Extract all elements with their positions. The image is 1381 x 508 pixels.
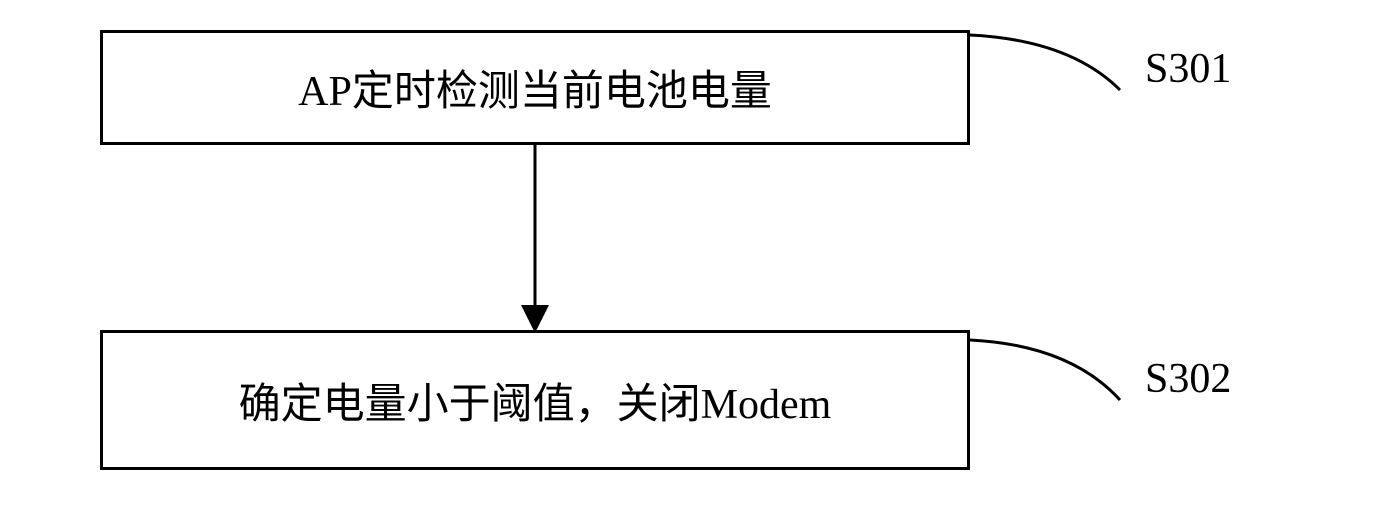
flowchart-arrow xyxy=(515,145,555,335)
flowchart-step-s302: 确定电量小于阈值，关闭Modem xyxy=(100,330,970,470)
step-label-s302: S302 xyxy=(1145,355,1231,403)
step-label-s301: S301 xyxy=(1145,45,1231,93)
flowchart-step-s301: AP定时检测当前电池电量 xyxy=(100,30,970,145)
flowchart-step-text: AP定时检测当前电池电量 xyxy=(298,57,772,118)
label-connector-s302 xyxy=(970,335,1150,420)
label-connector-s301 xyxy=(970,30,1150,110)
flowchart-step-text: 确定电量小于阈值，关闭Modem xyxy=(239,370,832,431)
